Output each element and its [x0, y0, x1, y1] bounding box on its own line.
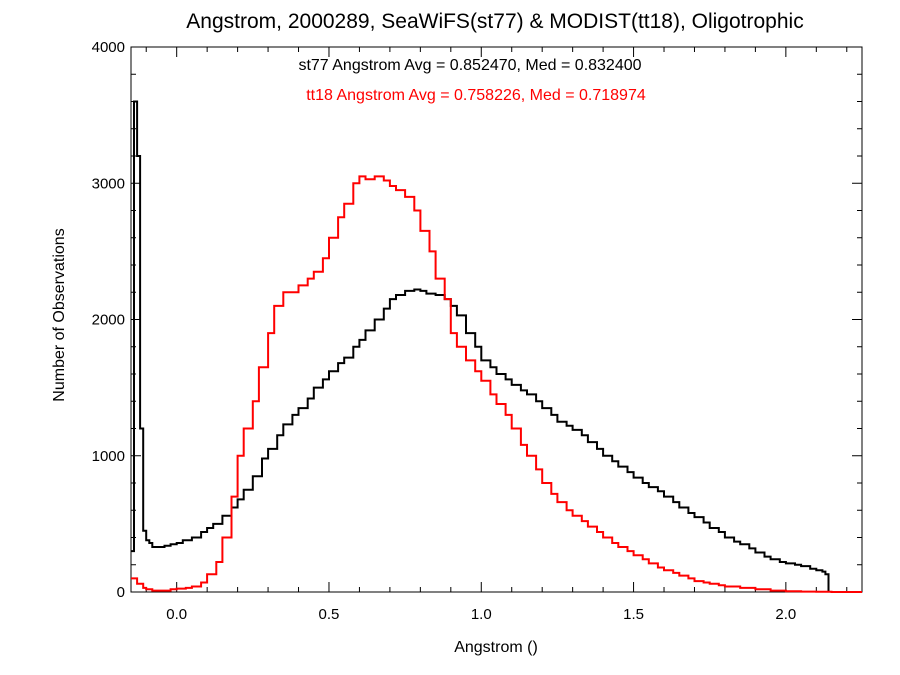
tt18-histogram-line — [131, 175, 862, 593]
x-tick-label: 1.0 — [471, 606, 492, 623]
tt18-stats-annotation: tt18 Angstrom Avg = 0.758226, Med = 0.71… — [306, 87, 646, 104]
x-axis-label: Angstrom () — [454, 639, 538, 656]
y-tick-label: 2000 — [92, 312, 125, 329]
st77-stats-annotation: st77 Angstrom Avg = 0.852470, Med = 0.83… — [298, 57, 641, 74]
y-tick-label: 4000 — [92, 39, 125, 56]
chart-title: Angstrom, 2000289, SeaWiFS(st77) & MODIS… — [186, 10, 803, 33]
x-tick-label: 2.0 — [775, 606, 796, 623]
y-tick-label: 3000 — [92, 175, 125, 192]
x-tick-label: 0.5 — [319, 606, 340, 623]
y-tick-label: 0 — [117, 584, 125, 601]
y-axis-label: Number of Observations — [51, 228, 68, 401]
plot-frame — [130, 46, 863, 593]
st77-histogram-line — [131, 100, 830, 592]
series-layer — [131, 100, 862, 593]
y-tick-label: 1000 — [92, 448, 125, 465]
x-tick-label: 0.0 — [166, 606, 187, 623]
axis-ticks: 0.0 0.5 1.0 1.5 2.0 0 1000 2000 3000 4000 — [92, 39, 862, 623]
x-tick-label: 1.5 — [623, 606, 644, 623]
